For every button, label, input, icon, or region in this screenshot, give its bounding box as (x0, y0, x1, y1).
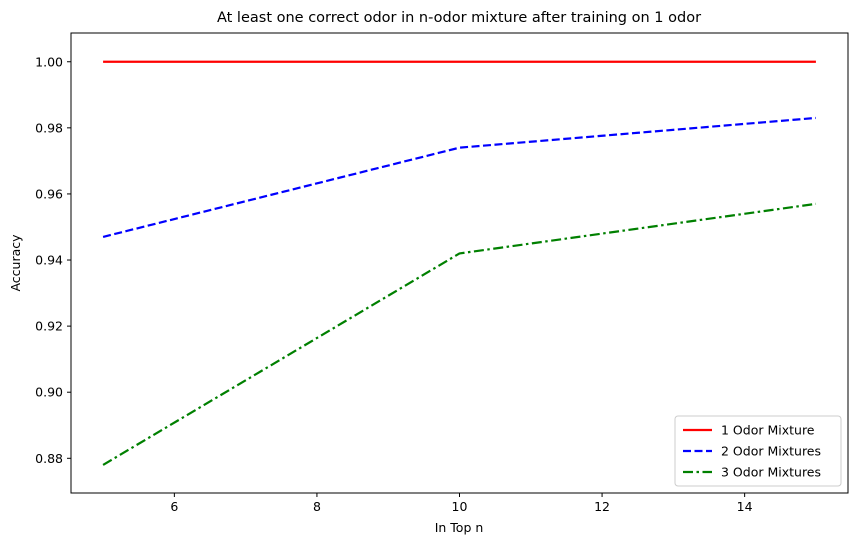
x-tick-label: 14 (737, 499, 753, 514)
x-tick-label: 8 (313, 499, 321, 514)
series-lines (102, 60, 817, 466)
y-tick-label: 0.96 (35, 186, 63, 201)
legend: 1 Odor Mixture 2 Odor Mixtures 3 Odor Mixt… (674, 415, 842, 487)
x-tick-label: 12 (594, 499, 610, 514)
legend-box (674, 415, 842, 487)
legend-entry-label: 1 Odor Mixture (721, 423, 815, 438)
chart-title: At least one correct odor in n-odor mixt… (217, 10, 701, 26)
series-line-2 (102, 116, 817, 238)
y-tick-label: 1.00 (35, 54, 63, 69)
x-axis-label: In Top n (435, 520, 484, 535)
x-tick-label: 6 (170, 499, 178, 514)
y-tick-label: 0.94 (35, 253, 63, 268)
legend-entry-label: 3 Odor Mixtures (721, 465, 821, 480)
y-tick-label: 0.98 (35, 120, 63, 135)
y-tick-label: 0.92 (35, 319, 63, 334)
x-tick-label: 10 (452, 499, 468, 514)
y-tick-label: 0.90 (35, 385, 63, 400)
x-axis-ticks: 6 8 10 12 14 (170, 493, 753, 514)
y-axis-ticks: 0.88 0.90 0.92 0.94 0.96 0.98 1.00 (35, 54, 71, 466)
series-line-3 (102, 202, 817, 466)
legend-entry-label: 2 Odor Mixtures (721, 444, 821, 459)
y-tick-label: 0.88 (35, 451, 63, 466)
y-axis-label: Accuracy (8, 234, 23, 292)
